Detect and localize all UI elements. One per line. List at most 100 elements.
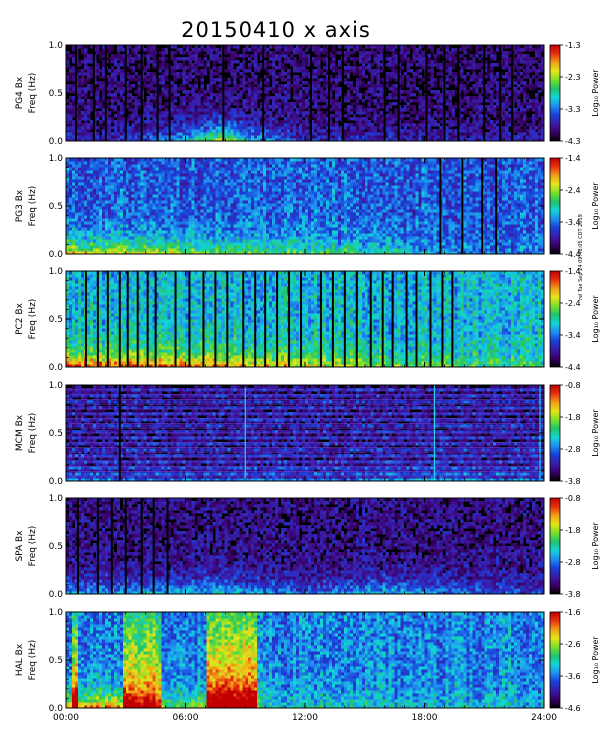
panel-pg3: 0.0 0.5 1.0 PG3 Bx Freq (Hz) -1.4 -2.4 -3.4 -4.4… (15, 154, 600, 260)
colorbar-tick-label: -3.3 (565, 105, 581, 114)
colorbar-tick-label: -1.8 (565, 526, 581, 535)
data-gap (124, 45, 127, 141)
data-gap (76, 498, 79, 594)
panel-spa: 0.0 0.5 1.0 SPA Bx Freq (Hz) -0.8 -1.8 -2.8 -3.8… (15, 494, 600, 600)
y-tick-label: 0.5 (49, 656, 63, 666)
data-gap (511, 45, 514, 141)
x-tick-label: 18:00 (412, 713, 438, 723)
data-gap (495, 158, 498, 254)
y-axis-station-label: PG3 Bx (15, 189, 25, 222)
data-gap (369, 271, 372, 367)
panel-pc2: 0.0 0.5 1.0 PC2 Bx Freq (Hz) -1.4 -2.4 -3.4 -4.4… (15, 267, 600, 373)
y-axis-station-label: MCM Bx (15, 414, 25, 451)
colorbar-tick-label: -2.8 (565, 445, 581, 454)
x-tick-label: 24:00 (531, 713, 557, 723)
data-gap (262, 45, 265, 141)
y-axis-station-label: HAL Bx (15, 643, 25, 676)
y-tick-label: 0.0 (49, 704, 64, 714)
colorbar-tick-label: -4.6 (565, 704, 581, 713)
y-axis-station-label: SPA Bx (15, 530, 25, 562)
data-gap (254, 271, 257, 367)
data-gap (397, 45, 400, 141)
data-gap (118, 271, 121, 367)
data-gap (96, 271, 99, 367)
spectrogram-cells (66, 612, 545, 709)
data-gap (441, 271, 444, 367)
data-gap (451, 271, 454, 367)
y-tick-label: 0.0 (49, 363, 64, 373)
data-gap (331, 271, 334, 367)
y-axis-station-label: PG4 Bx (15, 76, 25, 109)
colorbar-tick-label: -1.6 (565, 608, 581, 617)
y-axis-freq-label: Freq (Hz) (28, 186, 38, 227)
y-axis-freq-label: Freq (Hz) (28, 640, 38, 681)
x-tick-label: 06:00 (173, 713, 199, 723)
colorbar-tick-label: -1.4 (565, 154, 581, 163)
data-gap (168, 45, 171, 141)
data-gap (276, 271, 279, 367)
y-axis-freq-label: Freq (Hz) (28, 526, 38, 567)
colorbar-tick-label: -2.4 (565, 299, 581, 308)
data-gap (154, 271, 157, 367)
chart-title: 20150410 x axis (0, 18, 552, 42)
data-gap (242, 271, 245, 367)
data-gap (300, 271, 303, 367)
data-gap (439, 158, 442, 254)
colorbar-title: Log₁₀ Power (591, 295, 600, 343)
data-gap (74, 45, 77, 141)
x-tick-label: 00:00 (53, 713, 79, 723)
y-tick-label: 0.5 (49, 542, 63, 552)
colorbar-tick-label: -1.3 (565, 41, 581, 50)
data-gap (152, 498, 155, 594)
data-gap (156, 45, 159, 141)
colorbar-title: Log₁₀ Power (591, 636, 600, 684)
colorbar (549, 497, 561, 595)
data-gap (425, 45, 428, 141)
colorbar-tick-label: -2.4 (565, 186, 581, 195)
y-tick-label: 0.0 (49, 477, 64, 487)
colorbar-tick-label: -4.4 (565, 363, 581, 372)
y-axis-station-label: PC2 Bx (15, 302, 25, 334)
data-gap (461, 158, 464, 254)
colorbar-tick-label: -2.3 (565, 73, 581, 82)
colorbar-tick-label: -0.8 (565, 494, 581, 503)
data-gap (106, 271, 109, 367)
data-gap (166, 498, 169, 594)
data-gap (309, 45, 312, 141)
y-tick-label: 0.5 (49, 202, 63, 212)
y-tick-label: 0.5 (49, 315, 63, 325)
data-gap (96, 498, 99, 594)
y-axis-freq-label: Freq (Hz) (28, 299, 38, 340)
data-gap (343, 271, 346, 367)
colorbar-title: Log₁₀ Power (591, 182, 600, 230)
colorbar (549, 44, 561, 142)
colorbar (549, 384, 561, 482)
data-gap (140, 498, 143, 594)
x-tick-label: 12:00 (292, 713, 318, 723)
colorbar-tick-label: -2.8 (565, 558, 581, 567)
colorbar-title: Log₁₀ Power (591, 409, 600, 457)
spectrogram-cells (66, 45, 545, 142)
data-gap (214, 271, 217, 367)
spectrogram-cells (66, 158, 545, 255)
data-gap (104, 45, 107, 141)
y-tick-label: 1.0 (49, 494, 64, 504)
data-gap (355, 271, 358, 367)
colorbar (549, 270, 561, 368)
data-gap (92, 45, 95, 141)
data-gap (483, 45, 486, 141)
y-tick-label: 1.0 (49, 608, 64, 618)
data-gap (319, 271, 322, 367)
x-axis-labels: 00:00 06:00 12:00 18:00 24:00 (53, 713, 557, 723)
colorbar-tick-label: -3.6 (565, 672, 581, 681)
data-gap (84, 271, 87, 367)
colorbar-tick-label: -2.6 (565, 640, 581, 649)
data-gap (110, 498, 113, 594)
y-tick-label: 0.0 (49, 137, 64, 147)
colorbar-tick-label: -3.4 (565, 331, 581, 340)
data-gap (457, 45, 460, 141)
colorbar-title: Log₁₀ Power (591, 69, 600, 117)
y-tick-label: 1.0 (49, 381, 64, 391)
y-tick-label: 0.0 (49, 590, 64, 600)
data-gap (222, 45, 225, 141)
